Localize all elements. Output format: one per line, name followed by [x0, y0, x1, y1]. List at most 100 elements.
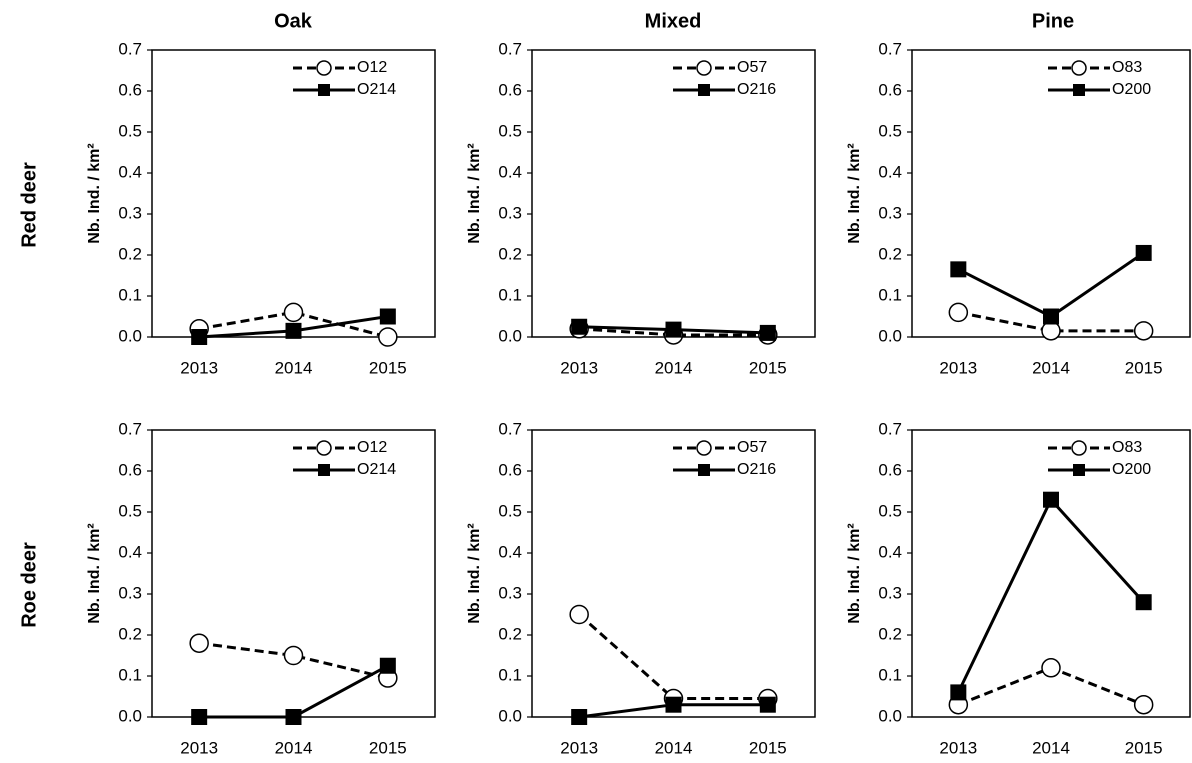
x-tick-label: 2014 — [1032, 358, 1070, 377]
data-point — [1041, 321, 1061, 341]
legend-label: O214 — [357, 461, 396, 478]
plot-frame — [531, 429, 816, 718]
y-tick-label: 0.4 — [118, 162, 142, 181]
legend-label: O83 — [1112, 439, 1142, 456]
legend-marker — [1073, 464, 1085, 476]
y-tick-label: 0.7 — [498, 419, 522, 438]
y-tick-label: 0.5 — [498, 121, 522, 140]
y-tick-label: 0.1 — [118, 665, 142, 684]
legend-marker — [318, 464, 330, 476]
x-tick-label: 2014 — [655, 738, 693, 757]
plot-frame — [911, 429, 1191, 718]
series-line — [957, 251, 1145, 319]
data-point — [1133, 321, 1154, 341]
data-point — [759, 696, 776, 713]
legend-marker — [316, 440, 332, 456]
y-tick-label: 0.6 — [118, 80, 142, 99]
y-tick-label: 0.2 — [498, 624, 522, 643]
x-tick-label: 2014 — [275, 358, 313, 377]
y-tick-label: 0.0 — [878, 326, 902, 345]
y-tick-label: 0.2 — [118, 244, 142, 263]
legend-label: O57 — [737, 59, 767, 76]
data-point — [1043, 491, 1059, 508]
y-tick-label: 0.7 — [498, 39, 522, 58]
legend-marker — [1071, 60, 1087, 76]
column-title: Mixed — [645, 10, 702, 32]
y-tick-label: 0.4 — [118, 542, 142, 561]
x-tick-label: 2013 — [180, 738, 218, 757]
series-line — [958, 310, 1144, 333]
data-point — [189, 633, 209, 653]
y-tick-label: 0.0 — [878, 706, 902, 725]
y-tick-label: 0.2 — [878, 624, 902, 643]
y-tick-label: 0.1 — [878, 285, 902, 304]
legend-label: O200 — [1112, 81, 1151, 98]
legend-label: O83 — [1112, 59, 1142, 76]
x-tick-label: 2014 — [655, 358, 693, 377]
y-tick-label: 0.4 — [498, 542, 522, 561]
y-tick-label: 0.0 — [498, 706, 522, 725]
row-label: Roe deer — [18, 542, 40, 628]
legend-marker — [698, 464, 710, 476]
data-point — [665, 696, 682, 713]
data-point — [378, 327, 398, 347]
y-tick-label: 0.2 — [498, 244, 522, 263]
legend-marker — [318, 84, 330, 96]
x-tick-label: 2013 — [560, 738, 598, 757]
data-point — [571, 318, 588, 335]
legend-label: O57 — [737, 439, 767, 456]
y-tick-label: 0.0 — [498, 326, 522, 345]
y-axis-label: Nb. Ind. / km² — [846, 523, 863, 623]
legend-marker — [696, 440, 712, 456]
series-line — [578, 613, 768, 701]
data-point — [1041, 658, 1061, 678]
data-point — [283, 302, 304, 323]
legend-marker — [1073, 84, 1085, 96]
x-tick-label: 2014 — [1032, 738, 1070, 757]
legend-label: O12 — [357, 59, 387, 76]
data-point — [950, 261, 967, 278]
y-tick-label: 0.5 — [118, 121, 142, 140]
y-tick-label: 0.5 — [878, 121, 902, 140]
x-tick-label: 2015 — [1125, 358, 1163, 377]
row-label: Red deer — [18, 162, 40, 248]
y-tick-label: 0.6 — [498, 460, 522, 479]
y-axis-label: Nb. Ind. / km² — [466, 523, 483, 623]
y-tick-label: 0.5 — [118, 501, 142, 520]
data-point — [950, 684, 967, 701]
data-point — [285, 322, 302, 339]
x-tick-label: 2015 — [749, 358, 787, 377]
column-title: Oak — [274, 10, 313, 32]
y-tick-label: 0.6 — [878, 460, 902, 479]
data-point — [948, 302, 969, 323]
y-tick-label: 0.1 — [498, 285, 522, 304]
x-tick-label: 2015 — [369, 738, 407, 757]
x-tick-label: 2013 — [939, 738, 977, 757]
y-tick-label: 0.1 — [878, 665, 902, 684]
y-tick-label: 0.7 — [878, 39, 902, 58]
y-tick-label: 0.4 — [498, 162, 522, 181]
data-point — [665, 321, 682, 338]
data-point — [283, 645, 304, 666]
y-tick-label: 0.3 — [878, 583, 902, 602]
x-tick-label: 2015 — [369, 358, 407, 377]
data-point — [379, 308, 396, 325]
y-tick-label: 0.2 — [118, 624, 142, 643]
y-tick-label: 0.3 — [498, 583, 522, 602]
y-tick-label: 0.3 — [878, 203, 902, 222]
y-tick-label: 0.3 — [498, 203, 522, 222]
y-tick-label: 0.3 — [118, 583, 142, 602]
legend-label: O216 — [737, 81, 776, 98]
x-tick-label: 2015 — [749, 738, 787, 757]
y-tick-label: 0.7 — [878, 419, 902, 438]
y-tick-label: 0.6 — [498, 80, 522, 99]
y-tick-label: 0.7 — [118, 419, 142, 438]
data-point — [1133, 694, 1154, 715]
y-axis-label: Nb. Ind. / km² — [86, 523, 103, 623]
data-point — [569, 604, 589, 625]
data-point — [1043, 308, 1059, 325]
y-tick-label: 0.5 — [498, 501, 522, 520]
legend-marker — [1071, 440, 1087, 456]
y-tick-label: 0.1 — [118, 285, 142, 304]
